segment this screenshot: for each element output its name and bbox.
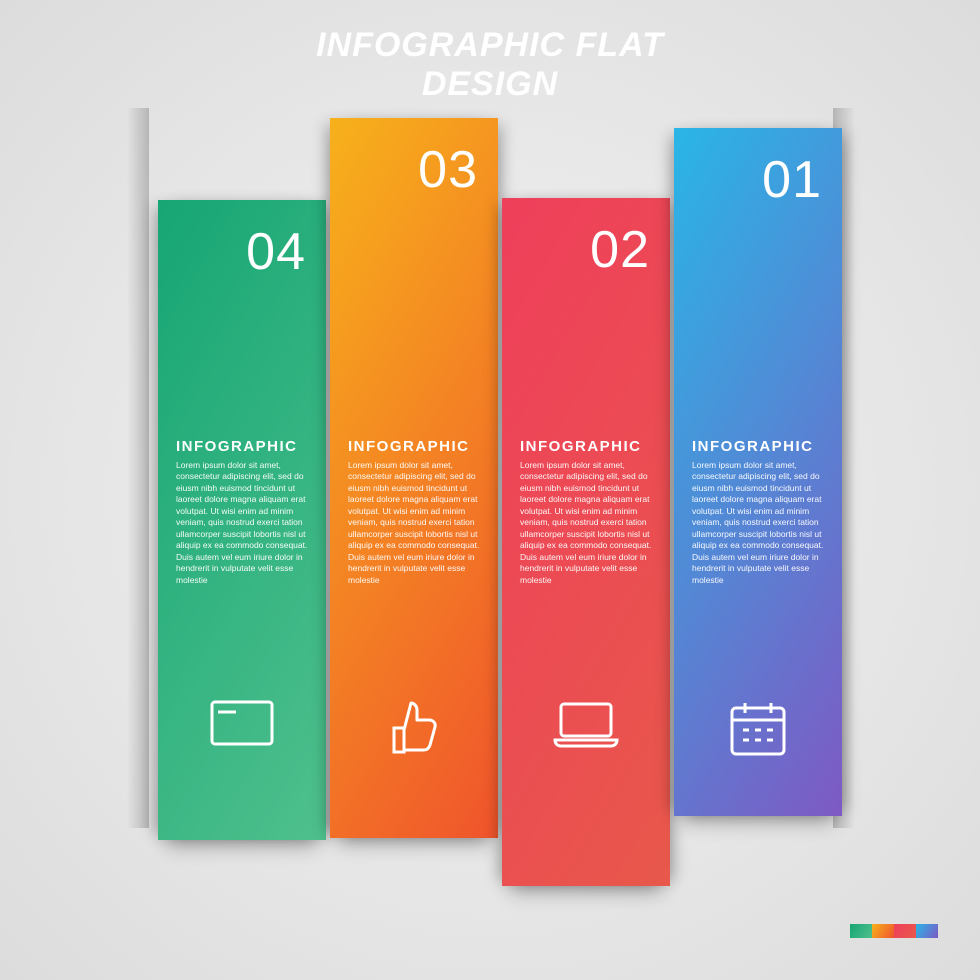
swatch-4 bbox=[916, 924, 938, 938]
column-body: Lorem ipsum dolor sit amet, consectetur … bbox=[692, 460, 824, 586]
column-body: Lorem ipsum dolor sit amet, consectetur … bbox=[348, 460, 480, 586]
column-number: 01 bbox=[762, 150, 822, 210]
column-heading: INFOGRAPHIC bbox=[692, 438, 824, 455]
title-line-2: DESIGN bbox=[422, 65, 558, 103]
column-number: 04 bbox=[246, 222, 306, 282]
panel-shadow-left bbox=[127, 108, 149, 828]
column-body: Lorem ipsum dolor sit amet, consectetur … bbox=[176, 460, 308, 586]
infographic-column-02: 02 INFOGRAPHIC Lorem ipsum dolor sit amet,… bbox=[502, 198, 670, 886]
column-number: 03 bbox=[418, 140, 478, 200]
color-swatches bbox=[850, 924, 938, 938]
main-title: INFOGRAPHIC FLAT DESIGN bbox=[0, 26, 980, 104]
infographic-canvas: INFOGRAPHIC FLAT DESIGN 04 INFOGRAPHIC Lor… bbox=[0, 0, 980, 980]
infographic-column-01: 01 INFOGRAPHIC Lorem ipsum dolor sit amet,… bbox=[674, 128, 842, 816]
infographic-column-03: 03 INFOGRAPHIC Lorem ipsum dolor sit amet,… bbox=[330, 118, 498, 838]
title-line-1: INFOGRAPHIC FLAT bbox=[316, 26, 664, 64]
column-body: Lorem ipsum dolor sit amet, consectetur … bbox=[520, 460, 652, 586]
swatch-3 bbox=[894, 924, 916, 938]
column-heading: INFOGRAPHIC bbox=[176, 438, 308, 455]
swatch-1 bbox=[850, 924, 872, 938]
infographic-column-04: 04 INFOGRAPHIC Lorem ipsum dolor sit amet,… bbox=[158, 200, 326, 840]
swatch-2 bbox=[872, 924, 894, 938]
column-heading: INFOGRAPHIC bbox=[348, 438, 480, 455]
column-number: 02 bbox=[590, 220, 650, 280]
column-heading: INFOGRAPHIC bbox=[520, 438, 652, 455]
